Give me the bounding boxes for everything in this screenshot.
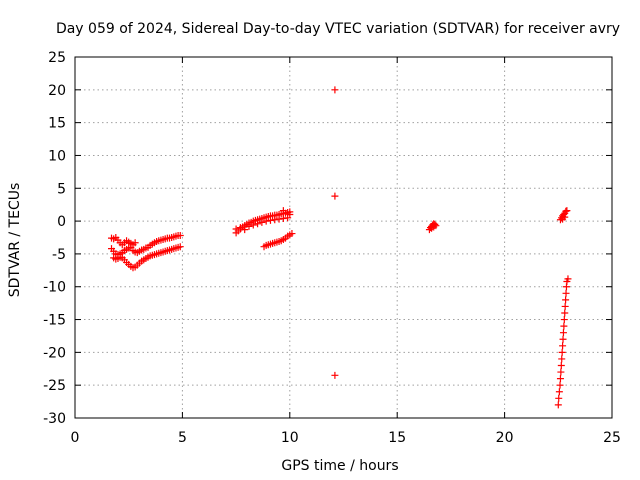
data-point [560, 316, 568, 324]
data-point [286, 211, 294, 219]
data-point [559, 335, 567, 343]
data-point [236, 224, 244, 232]
x-axis-label: GPS time / hours [281, 458, 398, 474]
data-point [245, 222, 253, 230]
data-point [288, 230, 296, 238]
data-point [560, 322, 568, 330]
data-point [556, 381, 564, 389]
data-point [258, 218, 266, 226]
data-point [275, 215, 283, 223]
data-point [430, 223, 438, 231]
data-point [271, 216, 279, 224]
data-points [108, 86, 572, 409]
data-point [232, 225, 240, 233]
y-tick-label: 20 [48, 83, 66, 99]
data-point [331, 86, 339, 94]
data-point [331, 371, 339, 379]
y-tick-label: 15 [48, 116, 66, 132]
data-point [131, 239, 139, 247]
data-point [254, 220, 262, 228]
data-point [562, 289, 570, 297]
y-tick-label: -5 [52, 247, 66, 263]
data-point [557, 361, 565, 369]
data-point [279, 207, 287, 215]
data-point [561, 213, 569, 221]
x-tick-label: 20 [496, 430, 514, 446]
x-tick-label: 15 [388, 430, 406, 446]
y-axis-label: SDTVAR / TECUs [7, 183, 23, 298]
y-tick-label: 5 [57, 181, 66, 197]
data-point [176, 243, 184, 251]
data-point [562, 296, 570, 304]
data-point [556, 375, 564, 383]
data-point [559, 329, 567, 337]
data-point [554, 401, 562, 409]
data-point [176, 232, 184, 240]
data-point [558, 348, 566, 356]
data-point [241, 226, 249, 234]
data-point [561, 309, 569, 317]
data-point [262, 217, 270, 225]
axis-ticks [74, 56, 613, 419]
data-point [563, 207, 571, 215]
x-tick-label: 25 [603, 430, 621, 446]
y-tick-label: -20 [43, 345, 66, 361]
chart-title: Day 059 of 2024, Sidereal Day-to-day VTE… [56, 21, 620, 37]
grid [75, 57, 612, 418]
data-point [564, 275, 572, 283]
x-tick-label: 10 [281, 430, 299, 446]
y-tick-label: -30 [43, 411, 66, 427]
data-point [555, 394, 563, 402]
data-point [331, 192, 339, 200]
data-point [561, 302, 569, 310]
y-tick-label: 10 [48, 148, 66, 164]
y-tick-label: 25 [48, 50, 66, 66]
data-point [555, 388, 563, 396]
data-point [562, 207, 570, 215]
data-point [279, 214, 287, 222]
data-point [249, 221, 257, 229]
plot-frame [74, 56, 613, 419]
y-tick-label: -15 [43, 313, 66, 329]
data-point [557, 368, 565, 376]
x-tick-labels: 0 5 10 15 20 25 [71, 430, 621, 446]
y-tick-labels: -30 -25 -20 -15 -10 -5 0 5 10 15 20 25 [43, 50, 66, 427]
data-point [558, 355, 566, 363]
data-point [559, 342, 567, 350]
y-tick-label: -25 [43, 378, 66, 394]
x-tick-label: 5 [178, 430, 187, 446]
data-point [266, 216, 274, 224]
y-tick-label: -10 [43, 280, 66, 296]
y-tick-label: 0 [57, 214, 66, 230]
x-tick-label: 0 [71, 430, 80, 446]
